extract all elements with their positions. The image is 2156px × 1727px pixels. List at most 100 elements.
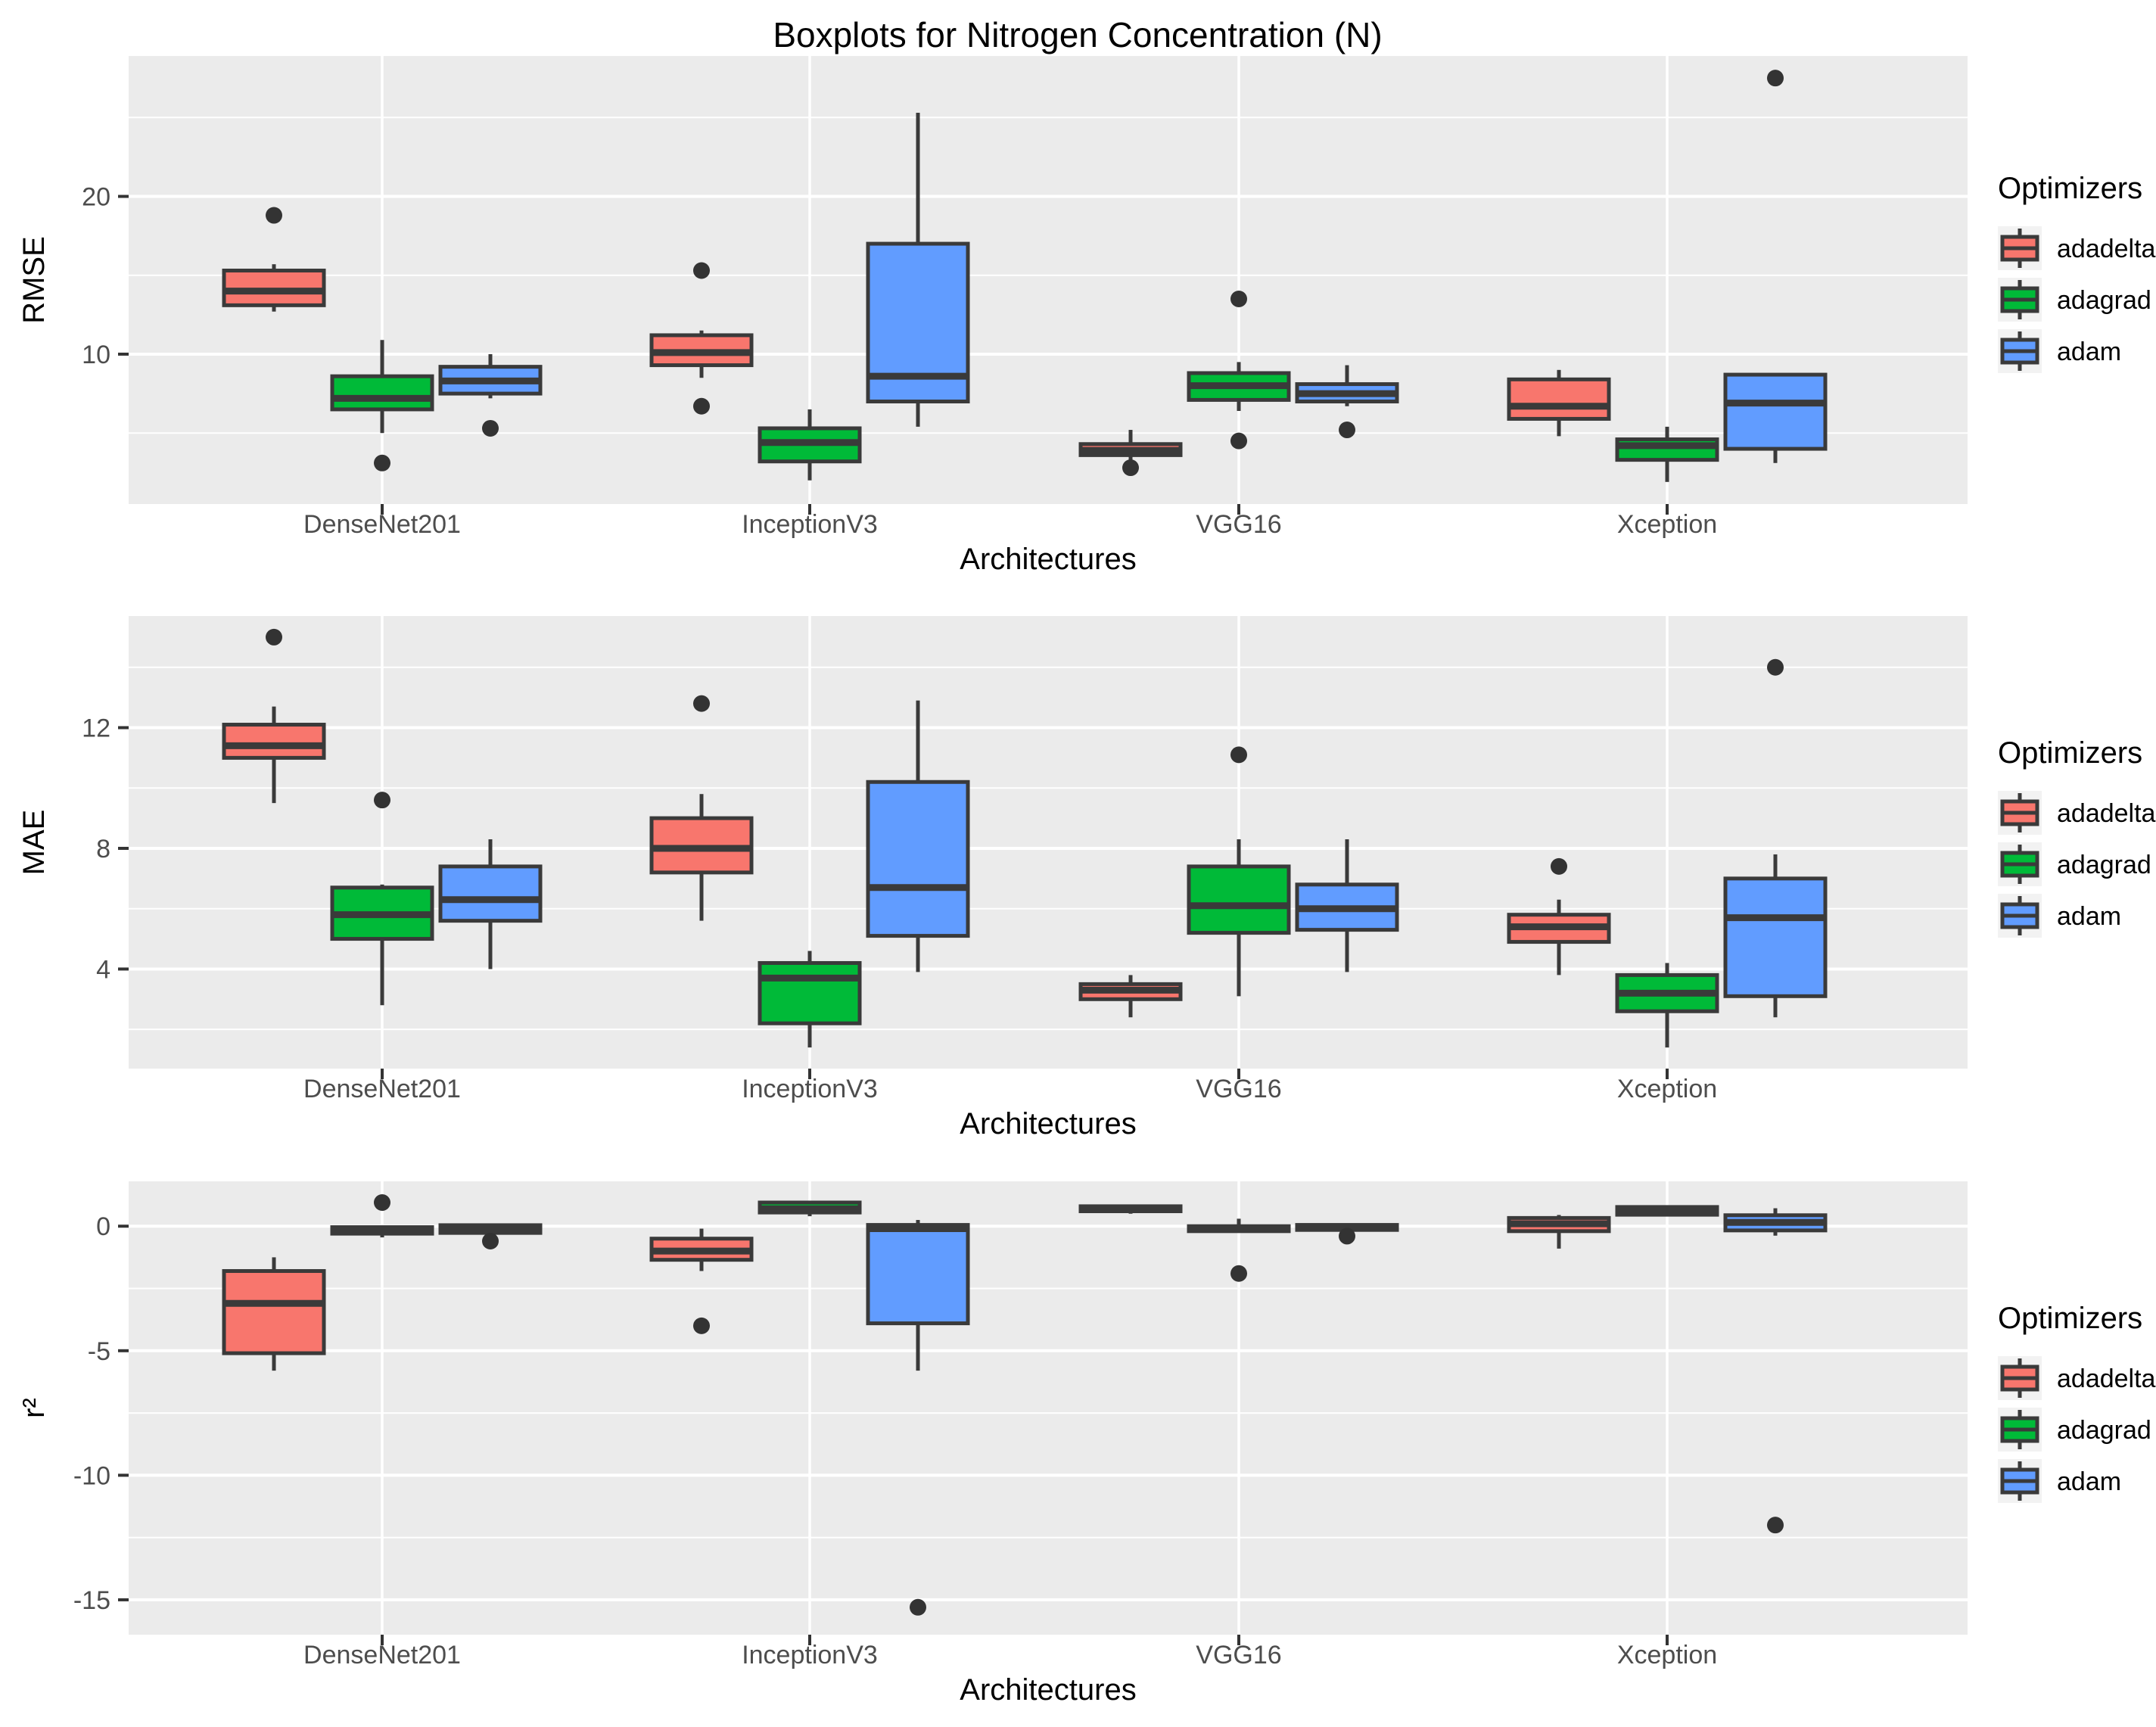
box-adagrad-vgg16 xyxy=(1187,1218,1291,1282)
outlier-point xyxy=(910,1598,926,1616)
legend-item-adam: adam xyxy=(1998,1459,2121,1503)
outlier-point xyxy=(374,454,390,471)
iqr-box xyxy=(330,374,434,412)
outlier-point xyxy=(374,1193,390,1211)
legend-item-adagrad: adagrad xyxy=(1998,1408,2151,1452)
box-adadelta-inceptionv3 xyxy=(649,695,754,921)
chart-title: Boxplots for Nitrogen Concentration (N) xyxy=(773,15,1382,54)
legend-item-label: adadelta xyxy=(2057,235,2156,263)
y-tick-label: -15 xyxy=(73,1586,110,1615)
y-tick-label: 4 xyxy=(96,955,110,984)
outlier-point xyxy=(482,419,499,437)
box-adam-densenet201 xyxy=(438,1223,543,1249)
box-adagrad-densenet201 xyxy=(330,792,434,1006)
box-adadelta-densenet201 xyxy=(222,207,326,312)
outlier-point xyxy=(1767,658,1784,676)
legend-item-label: adadelta xyxy=(2057,799,2156,828)
box-adadelta-densenet201 xyxy=(222,628,326,804)
legend-optimizers: Optimizers adadelta adagrad adam xyxy=(1998,736,2156,938)
legend-item-adam: adam xyxy=(1998,894,2121,938)
legend-item-label: adam xyxy=(2057,902,2121,931)
outlier-point xyxy=(1230,291,1247,308)
box-adadelta-vgg16 xyxy=(1078,1204,1183,1214)
box-adadelta-vgg16 xyxy=(1078,430,1183,477)
box-adam-vgg16 xyxy=(1295,839,1399,972)
legend-item-label: adagrad xyxy=(2057,286,2151,315)
outlier-point xyxy=(693,695,710,712)
outlier-point xyxy=(1551,857,1567,875)
box-adam-xception xyxy=(1723,658,1828,1018)
box-adadelta-densenet201 xyxy=(222,1257,326,1371)
outlier-point xyxy=(1230,1265,1247,1282)
y-axis-title: RMSE xyxy=(17,236,51,324)
box-adadelta-xception xyxy=(1507,857,1611,976)
iqr-box xyxy=(866,1223,970,1326)
box-adam-xception xyxy=(1723,70,1828,463)
x-category-label: VGG16 xyxy=(1196,1641,1281,1669)
box-adam-densenet201 xyxy=(438,839,543,969)
box-adagrad-densenet201 xyxy=(330,340,434,471)
legend-title: Optimizers xyxy=(1998,1302,2142,1335)
y-axis-title: r² xyxy=(17,1398,51,1418)
box-adagrad-vgg16 xyxy=(1187,746,1291,997)
legend-item-label: adadelta xyxy=(2057,1364,2156,1393)
outlier-point xyxy=(1767,1517,1784,1534)
iqr-box xyxy=(222,1268,326,1355)
legend-title: Optimizers xyxy=(1998,736,2142,770)
outlier-point xyxy=(1339,422,1355,439)
outlier-point xyxy=(1230,432,1247,450)
y-tick-label: -5 xyxy=(88,1337,110,1366)
legend-optimizers: Optimizers adadelta adagrad adam xyxy=(1998,172,2156,373)
y-tick-label: 20 xyxy=(82,183,110,212)
box-adadelta-xception xyxy=(1507,1215,1611,1249)
legend-item-label: adagrad xyxy=(2057,851,2151,879)
y-tick-label: 0 xyxy=(96,1212,110,1241)
outlier-point xyxy=(693,397,710,415)
outlier-point xyxy=(1339,1228,1355,1245)
box-adagrad-xception xyxy=(1615,426,1719,482)
box-adam-xception xyxy=(1723,1208,1828,1534)
outlier-point xyxy=(266,628,282,646)
panel-r2: 0 -5 -10 -15 DenseNet201 InceptionV3 VGG16 Xcep… xyxy=(17,1181,2156,1707)
y-tick-label: 10 xyxy=(82,341,110,369)
outlier-point xyxy=(266,207,282,224)
box-adagrad-inceptionv3 xyxy=(758,409,862,481)
y-tick-label: -10 xyxy=(73,1461,110,1490)
iqr-box xyxy=(866,779,970,938)
box-adam-inceptionv3 xyxy=(866,1220,970,1616)
iqr-box xyxy=(438,864,543,923)
x-axis-title: Architectures xyxy=(960,1107,1136,1140)
box-adam-inceptionv3 xyxy=(866,113,970,427)
box-adagrad-vgg16 xyxy=(1187,291,1291,450)
legend-item-label: adam xyxy=(2057,338,2121,366)
y-tick-label: 8 xyxy=(96,835,110,864)
box-adagrad-inceptionv3 xyxy=(758,951,862,1048)
x-category-label: DenseNet201 xyxy=(303,510,461,539)
iqr-box xyxy=(1187,864,1291,935)
outlier-point xyxy=(482,1232,499,1249)
legend-item-label: adagrad xyxy=(2057,1416,2151,1445)
box-adam-inceptionv3 xyxy=(866,700,970,972)
outlier-point xyxy=(693,262,710,279)
box-adadelta-vgg16 xyxy=(1078,975,1183,1018)
legend-item-adadelta: adadelta xyxy=(1998,791,2156,835)
box-adam-vgg16 xyxy=(1295,1223,1399,1245)
x-category-label: VGG16 xyxy=(1196,1075,1281,1103)
iqr-box xyxy=(1507,377,1611,421)
x-category-label: DenseNet201 xyxy=(303,1075,461,1103)
panel-background xyxy=(129,56,1968,504)
x-category-label: InceptionV3 xyxy=(742,1075,878,1103)
iqr-box xyxy=(222,723,326,760)
panel-rmse: 10 20 DenseNet201 InceptionV3 VGG16 Xception A… xyxy=(17,56,2156,576)
x-category-label: InceptionV3 xyxy=(742,510,878,539)
legend-item-adadelta: adadelta xyxy=(1998,226,2156,270)
panel-mae: 4 8 12 DenseNet201 InceptionV3 VGG16 Xception A… xyxy=(17,616,2156,1140)
iqr-box xyxy=(758,960,862,1025)
box-adagrad-xception xyxy=(1615,963,1719,1048)
x-category-label: VGG16 xyxy=(1196,510,1281,539)
box-adagrad-xception xyxy=(1615,1205,1719,1217)
box-adadelta-inceptionv3 xyxy=(649,1228,754,1334)
x-category-label: Xception xyxy=(1617,1641,1717,1669)
